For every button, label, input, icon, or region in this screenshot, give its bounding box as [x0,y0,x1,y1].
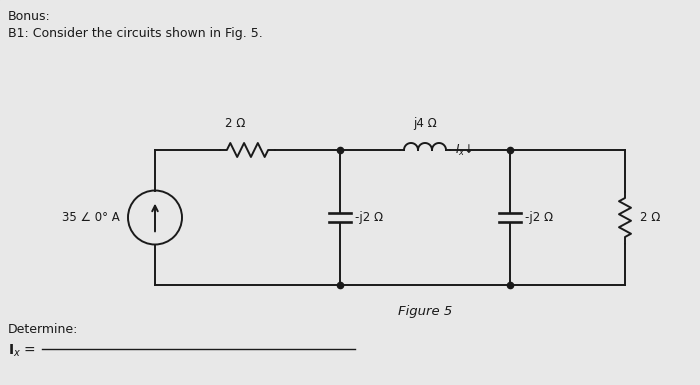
Text: Figure 5: Figure 5 [398,305,452,318]
Text: -j2 Ω: -j2 Ω [355,211,383,224]
Text: Bonus:: Bonus: [8,10,50,23]
Text: 2 Ω: 2 Ω [640,211,660,224]
Text: j4 Ω: j4 Ω [413,117,437,130]
Text: Determine:: Determine: [8,323,78,336]
Text: 35 ∠ 0° A: 35 ∠ 0° A [62,211,120,224]
Text: -j2 Ω: -j2 Ω [525,211,553,224]
Text: B1: Consider the circuits shown in Fig. 5.: B1: Consider the circuits shown in Fig. … [8,27,262,40]
Text: $\mathbf{I}_x$ =: $\mathbf{I}_x$ = [8,343,36,360]
Text: $I_x$↓: $I_x$↓ [455,143,473,158]
Text: 2 Ω: 2 Ω [225,117,245,130]
